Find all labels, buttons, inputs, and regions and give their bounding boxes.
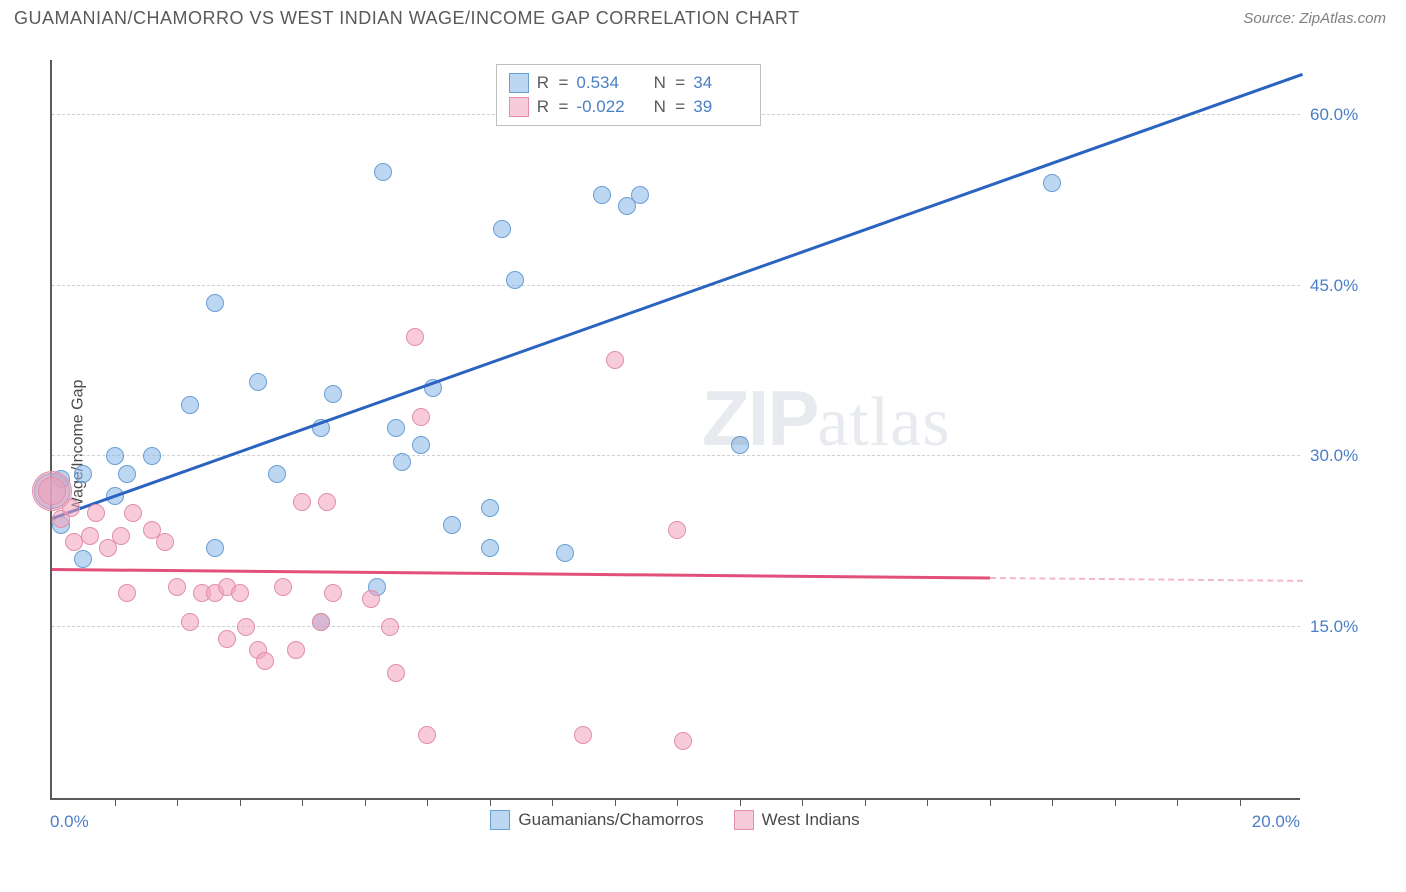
data-point: [443, 516, 461, 534]
series-legend: Guamanians/Chamorros West Indians: [50, 810, 1300, 830]
data-point: [481, 499, 499, 517]
data-point: [674, 732, 692, 750]
data-point: [106, 447, 124, 465]
data-point: [393, 453, 411, 471]
y-tick-label: 15.0%: [1310, 617, 1380, 637]
correlation-legend: R = 0.534 N = 34R = -0.022 N = 39: [496, 64, 761, 126]
data-point: [406, 328, 424, 346]
data-point: [206, 539, 224, 557]
legend-row: R = -0.022 N = 39: [509, 95, 748, 119]
data-point: [74, 550, 92, 568]
legend-swatch: [734, 810, 754, 830]
data-point: [412, 436, 430, 454]
data-point: [506, 271, 524, 289]
data-point: [574, 726, 592, 744]
data-point: [112, 527, 130, 545]
legend-swatch: [509, 97, 529, 117]
data-point: [38, 477, 66, 505]
data-point: [118, 584, 136, 602]
legend-label: West Indians: [762, 810, 860, 830]
data-point: [631, 186, 649, 204]
source-attribution: Source: ZipAtlas.com: [1243, 10, 1386, 27]
data-point: [168, 578, 186, 596]
data-point: [324, 584, 342, 602]
data-point: [1043, 174, 1061, 192]
data-point: [418, 726, 436, 744]
data-point: [374, 163, 392, 181]
data-point: [268, 465, 286, 483]
legend-swatch: [490, 810, 510, 830]
data-point: [493, 220, 511, 238]
legend-label: Guamanians/Chamorros: [518, 810, 703, 830]
legend-item: Guamanians/Chamorros: [490, 810, 703, 830]
data-point: [81, 527, 99, 545]
data-point: [237, 618, 255, 636]
scatter-plot-area: ZIPatlas R = 0.534 N = 34R = -0.022 N = …: [50, 60, 1300, 800]
data-point: [231, 584, 249, 602]
data-point: [206, 294, 224, 312]
data-point: [324, 385, 342, 403]
chart-title: GUAMANIAN/CHAMORRO VS WEST INDIAN WAGE/I…: [14, 8, 800, 29]
data-point: [412, 408, 430, 426]
data-point: [156, 533, 174, 551]
data-point: [287, 641, 305, 659]
data-point: [124, 504, 142, 522]
legend-swatch: [509, 73, 529, 93]
legend-item: West Indians: [734, 810, 860, 830]
data-point: [318, 493, 336, 511]
data-point: [274, 578, 292, 596]
data-point: [256, 652, 274, 670]
data-point: [381, 618, 399, 636]
grid-line: [52, 455, 1300, 456]
data-point: [731, 436, 749, 454]
data-point: [387, 419, 405, 437]
data-point: [181, 396, 199, 414]
data-point: [387, 664, 405, 682]
trend-line: [52, 73, 1303, 519]
trend-line: [52, 568, 990, 579]
data-point: [362, 590, 380, 608]
legend-row: R = 0.534 N = 34: [509, 71, 748, 95]
data-point: [249, 373, 267, 391]
data-point: [606, 351, 624, 369]
data-point: [312, 613, 330, 631]
data-point: [293, 493, 311, 511]
y-tick-label: 45.0%: [1310, 276, 1380, 296]
data-point: [481, 539, 499, 557]
y-tick-label: 60.0%: [1310, 105, 1380, 125]
data-point: [87, 504, 105, 522]
data-point: [668, 521, 686, 539]
data-point: [218, 630, 236, 648]
grid-line: [52, 285, 1300, 286]
data-point: [593, 186, 611, 204]
y-tick-label: 30.0%: [1310, 446, 1380, 466]
data-point: [118, 465, 136, 483]
trend-line: [989, 577, 1302, 582]
data-point: [143, 447, 161, 465]
data-point: [181, 613, 199, 631]
data-point: [74, 465, 92, 483]
data-point: [556, 544, 574, 562]
